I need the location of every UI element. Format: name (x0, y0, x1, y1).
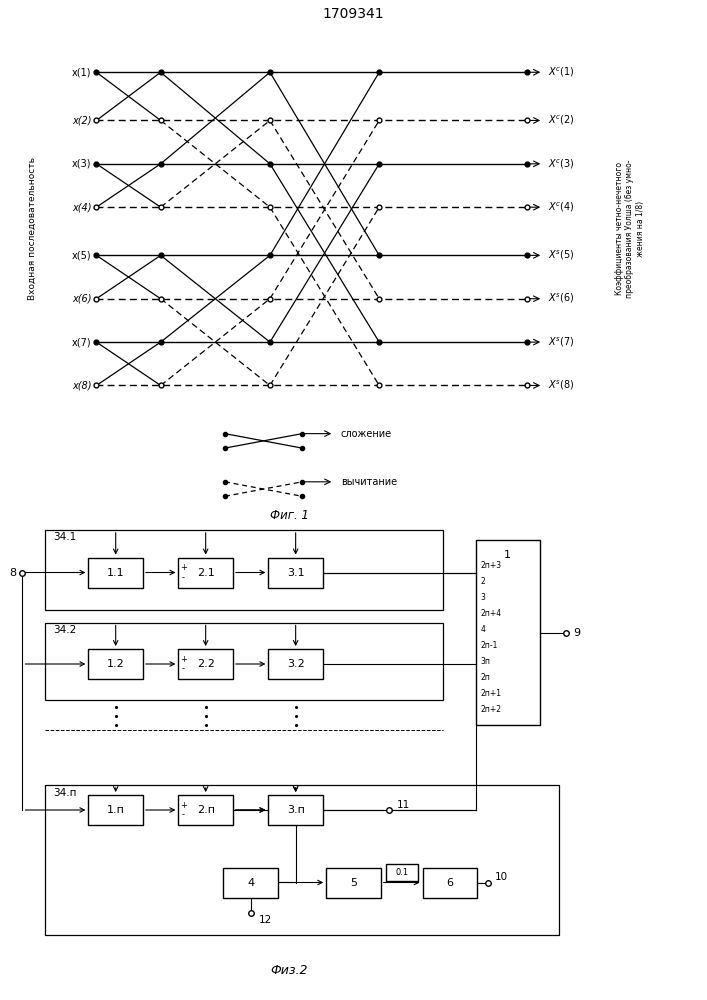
Text: $X^s(8)$: $X^s(8)$ (548, 379, 574, 392)
Text: $X^c(2)$: $X^c(2)$ (548, 114, 575, 127)
Text: +: + (180, 655, 187, 664)
Bar (223, 867, 278, 898)
Text: Физ.2: Физ.2 (271, 964, 308, 976)
Bar (45, 530, 443, 610)
Text: x(4): x(4) (72, 202, 91, 212)
Text: 11: 11 (397, 800, 410, 810)
Text: 34.1: 34.1 (53, 532, 76, 542)
Text: 3: 3 (481, 592, 486, 602)
Text: -: - (182, 573, 185, 582)
Text: $X^s(5)$: $X^s(5)$ (548, 249, 574, 262)
Bar (326, 867, 381, 898)
Text: 2п+3: 2п+3 (481, 561, 502, 570)
Bar (178, 649, 233, 679)
Bar (385, 864, 418, 881)
Text: сложение: сложение (341, 429, 392, 439)
Text: 3.1: 3.1 (287, 568, 305, 578)
Text: 0.1: 0.1 (395, 868, 408, 877)
Text: +: + (180, 563, 187, 572)
Text: вычитание: вычитание (341, 477, 397, 487)
Text: x(1): x(1) (72, 67, 91, 77)
Bar (423, 867, 477, 898)
Text: 34.2: 34.2 (53, 625, 76, 635)
Text: $X^c(1)$: $X^c(1)$ (548, 66, 575, 79)
Text: x(2): x(2) (72, 115, 91, 125)
Text: $X^s(7)$: $X^s(7)$ (548, 335, 574, 349)
Text: 2п-1: 2п-1 (481, 641, 498, 650)
Text: 2п+4: 2п+4 (481, 608, 502, 618)
Text: Коэффициенты четно-нечетного
преобразования Уолша (без умно-
жения на 1/8): Коэффициенты четно-нечетного преобразова… (615, 160, 645, 298)
Text: Фиг. 1: Фиг. 1 (270, 509, 309, 522)
Text: 34.п: 34.п (53, 788, 76, 798)
Bar (45, 622, 443, 700)
Text: 1: 1 (504, 550, 511, 560)
Bar (178, 795, 233, 825)
Text: 8: 8 (9, 568, 16, 578)
Text: 6: 6 (446, 878, 453, 888)
Text: 4: 4 (481, 624, 486, 634)
Text: 3п: 3п (481, 657, 491, 666)
Text: $X^s(6)$: $X^s(6)$ (548, 292, 574, 305)
Bar (88, 558, 143, 588)
Bar (269, 649, 323, 679)
Text: 2: 2 (481, 577, 486, 586)
Text: 2п+1: 2п+1 (481, 689, 502, 698)
Bar (88, 649, 143, 679)
Text: 12: 12 (258, 915, 271, 925)
Text: x(6): x(6) (72, 294, 91, 304)
Text: 1709341: 1709341 (322, 7, 385, 21)
Text: x(3): x(3) (72, 159, 91, 169)
Text: $X^c(3)$: $X^c(3)$ (548, 157, 575, 171)
Bar (476, 540, 540, 725)
Bar (88, 795, 143, 825)
Text: x(5): x(5) (71, 250, 91, 260)
Text: +: + (180, 800, 187, 810)
Bar (269, 795, 323, 825)
Text: 1.2: 1.2 (107, 659, 124, 669)
Text: 1.п: 1.п (107, 805, 124, 815)
Bar (45, 785, 559, 935)
Text: -: - (182, 810, 185, 820)
Text: $X^c(4)$: $X^c(4)$ (548, 200, 575, 214)
Text: 9: 9 (573, 628, 580, 638)
Text: x(8): x(8) (72, 380, 91, 390)
Text: 5: 5 (350, 878, 357, 888)
Text: -: - (182, 665, 185, 674)
Bar (178, 558, 233, 588)
Text: 2.1: 2.1 (197, 568, 214, 578)
Text: 2.2: 2.2 (197, 659, 215, 669)
Text: Входная последовательность: Входная последовательность (28, 157, 37, 300)
Text: 10: 10 (495, 872, 508, 883)
Bar (269, 558, 323, 588)
Text: 3.п: 3.п (287, 805, 305, 815)
Text: 3.2: 3.2 (287, 659, 305, 669)
Text: 4: 4 (247, 878, 255, 888)
Text: 2п+2: 2п+2 (481, 705, 502, 714)
Text: 2п: 2п (481, 673, 491, 682)
Text: x(7): x(7) (71, 337, 91, 347)
Text: 1.1: 1.1 (107, 568, 124, 578)
Text: 2.п: 2.п (197, 805, 215, 815)
